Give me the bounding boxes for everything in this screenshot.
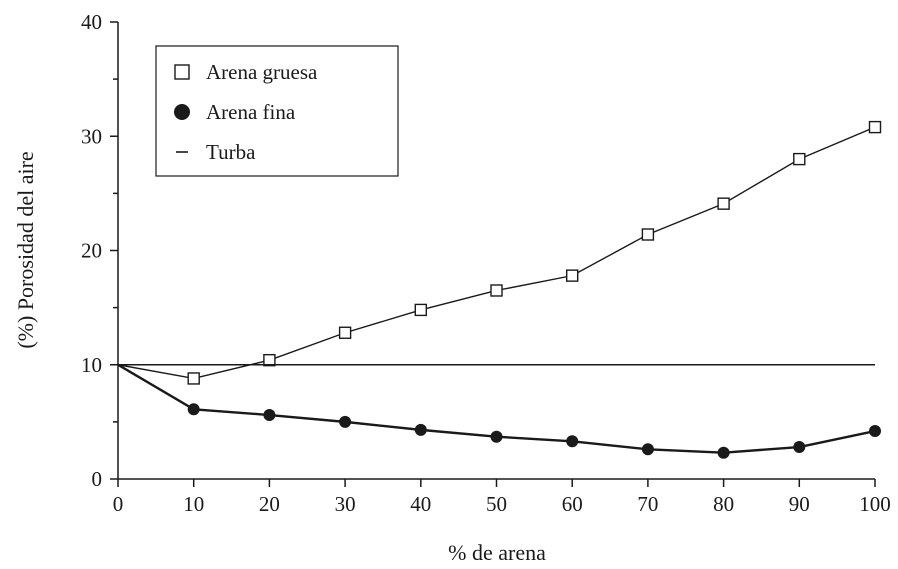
legend-item: Turba	[176, 140, 256, 164]
x-tick-label: 50	[486, 492, 507, 516]
x-tick-label: 80	[713, 492, 734, 516]
x-tick-label: 100	[859, 492, 891, 516]
data-point	[793, 152, 806, 166]
data-point	[717, 446, 730, 459]
data-point	[414, 423, 427, 436]
x-tick-label: 90	[789, 492, 810, 516]
legend-item: Arena gruesa	[174, 60, 318, 84]
y-axis-title: (%) Porosidad del aire	[13, 151, 38, 348]
legend-label: Arena fina	[206, 100, 296, 124]
y-tick-label: 20	[81, 239, 102, 263]
data-point	[187, 372, 200, 385]
data-point	[263, 353, 276, 367]
x-tick-label: 20	[259, 492, 280, 516]
data-point	[641, 228, 655, 241]
data-point	[717, 197, 730, 210]
legend-label: Turba	[206, 140, 256, 164]
x-tick-label: 30	[335, 492, 356, 516]
x-tick-label: 0	[113, 492, 124, 516]
data-point	[187, 403, 200, 416]
y-tick-label: 10	[81, 353, 102, 377]
data-point	[566, 435, 579, 448]
data-point	[414, 303, 427, 317]
x-tick-label: 40	[410, 492, 431, 516]
data-point	[338, 326, 352, 339]
data-point	[869, 425, 881, 438]
data-point	[641, 443, 654, 456]
data-point	[793, 441, 806, 454]
y-tick-label: 0	[92, 467, 103, 491]
data-point	[263, 409, 276, 422]
y-tick-label: 40	[81, 10, 102, 34]
legend: Arena gruesa Arena fina Turba	[155, 45, 399, 177]
x-axis-title: % de arena	[448, 540, 546, 565]
x-tick-label: 70	[637, 492, 658, 516]
series-layer	[117, 120, 882, 459]
series-arena-fina	[117, 363, 881, 459]
x-tick-label: 60	[562, 492, 583, 516]
y-tick-label: 30	[81, 124, 102, 148]
data-point	[490, 284, 503, 297]
x-tick-label: 10	[183, 492, 204, 516]
data-point	[566, 269, 579, 282]
data-point	[868, 120, 882, 134]
data-point	[339, 415, 352, 428]
series-arena-gruesa	[117, 120, 882, 385]
legend-marker	[174, 104, 190, 120]
legend-label: Arena gruesa	[206, 60, 318, 84]
legend-box	[155, 45, 399, 177]
axes: 0 10 20 30 40 50 60 70 80 90 100 0 10 20 30 40	[81, 10, 891, 516]
legend-item: Arena fina	[174, 100, 296, 124]
legend-marker	[174, 64, 190, 80]
data-point	[490, 430, 503, 443]
